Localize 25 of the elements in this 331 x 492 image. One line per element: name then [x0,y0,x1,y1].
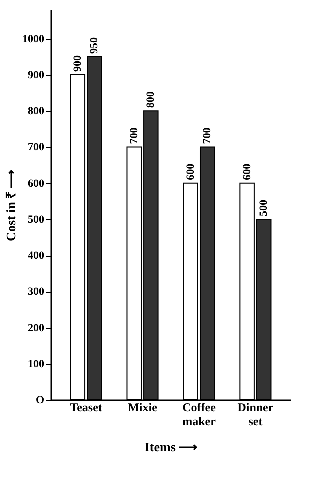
y-tick-label: 1000 [22,33,45,46]
y-tick-label: O [36,394,45,406]
data-label: 600 [241,163,254,180]
data-label: 900 [72,55,84,72]
data-label: 700 [202,127,214,144]
y-tick-label: 700 [28,142,45,154]
data-label: 500 [258,199,270,216]
x-tick-label: Teaset [70,400,102,414]
x-tick-label: Dinner set [238,400,274,428]
data-label: 950 [88,36,101,54]
y-tick-label: 400 [28,250,45,262]
y-tick-label: 100 [28,358,45,370]
data-label: 700 [128,127,140,144]
y-axis-title: Cost in ₹ ⟶ [4,170,18,242]
x-axis-title: Items ⟶ [144,440,198,454]
y-tick-label: 800 [28,106,45,118]
data-label: 800 [145,91,158,108]
y-tick-label: 300 [28,286,45,298]
y-tick-label: 900 [28,70,45,82]
y-tick-label: 200 [28,322,45,334]
y-tick-label: 600 [28,178,45,190]
x-tick-label: Mixie [128,400,158,414]
x-tick-label: Coffee maker [182,400,217,428]
data-label: 600 [184,163,197,180]
y-tick-label: 500 [28,214,45,226]
